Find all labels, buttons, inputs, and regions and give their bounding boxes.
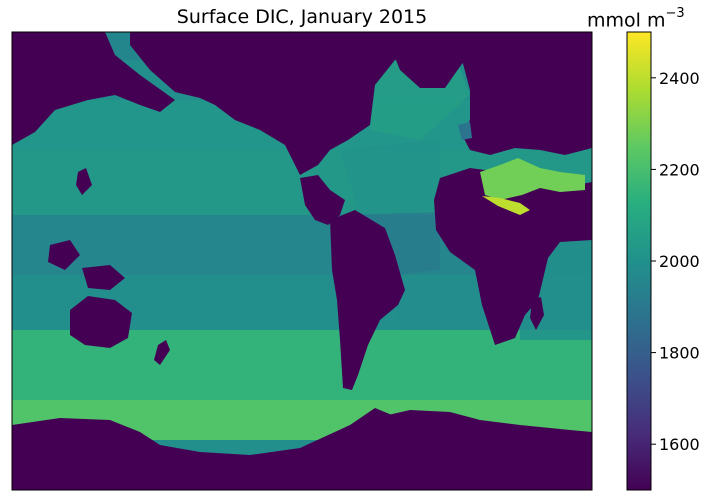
sea-baltic — [458, 122, 472, 140]
landmass-south-america — [330, 210, 405, 390]
landmass-greenland — [385, 32, 472, 88]
landmass-alaska-north-america — [130, 32, 470, 175]
landmass-new-zealand — [154, 340, 170, 365]
landmass-indonesia-west — [48, 240, 80, 270]
landmass-antarctica-east — [366, 410, 592, 490]
landmasses — [12, 32, 592, 490]
landmass-madagascar — [530, 297, 544, 330]
colorbar-tick-label: 1800 — [659, 344, 700, 363]
landmass-northwest-asia — [12, 32, 175, 145]
colorbar-tick-label: 2400 — [659, 69, 700, 88]
landmass-antarctica-west — [12, 408, 392, 490]
landmass-indonesia-east — [82, 265, 125, 290]
colorbar-unit-base: mmol m — [587, 9, 666, 32]
landmass-africa-arabia — [434, 168, 592, 345]
map-area — [12, 32, 592, 490]
sea-black — [482, 196, 530, 215]
colorbar-unit-label: mmol m−3 — [587, 4, 685, 32]
colorbar-tick-label: 2000 — [659, 252, 700, 271]
patch-north-atlantic-subtropical — [340, 140, 440, 215]
colorbar-gradient — [626, 31, 652, 491]
landmass-europe-asia — [462, 32, 592, 155]
chart-title: Surface DIC, January 2015 — [176, 6, 428, 28]
map-frame — [11, 31, 593, 491]
colorbar: 1600 1800 2000 2200 2400 — [626, 31, 700, 491]
colorbar-ticks: 1600 1800 2000 2200 2400 — [651, 69, 700, 454]
landmass-central-america — [300, 175, 345, 225]
sea-mediterranean — [480, 158, 585, 200]
colorbar-tick-label: 1600 — [659, 435, 700, 454]
colorbar-tick-label: 2200 — [659, 160, 700, 179]
colorbar-unit-exponent: −3 — [665, 6, 685, 21]
landmass-australia — [70, 296, 132, 348]
patch-south-atlantic — [395, 280, 495, 330]
landmass-japan — [76, 168, 92, 195]
